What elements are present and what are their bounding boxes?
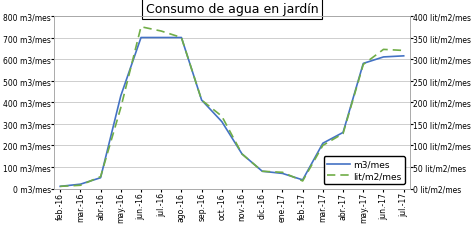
Title: Consumo de agua en jardín: Consumo de agua en jardín [146, 3, 318, 16]
Legend: m3/mes, lit/m2/mes: m3/mes, lit/m2/mes [324, 156, 405, 184]
